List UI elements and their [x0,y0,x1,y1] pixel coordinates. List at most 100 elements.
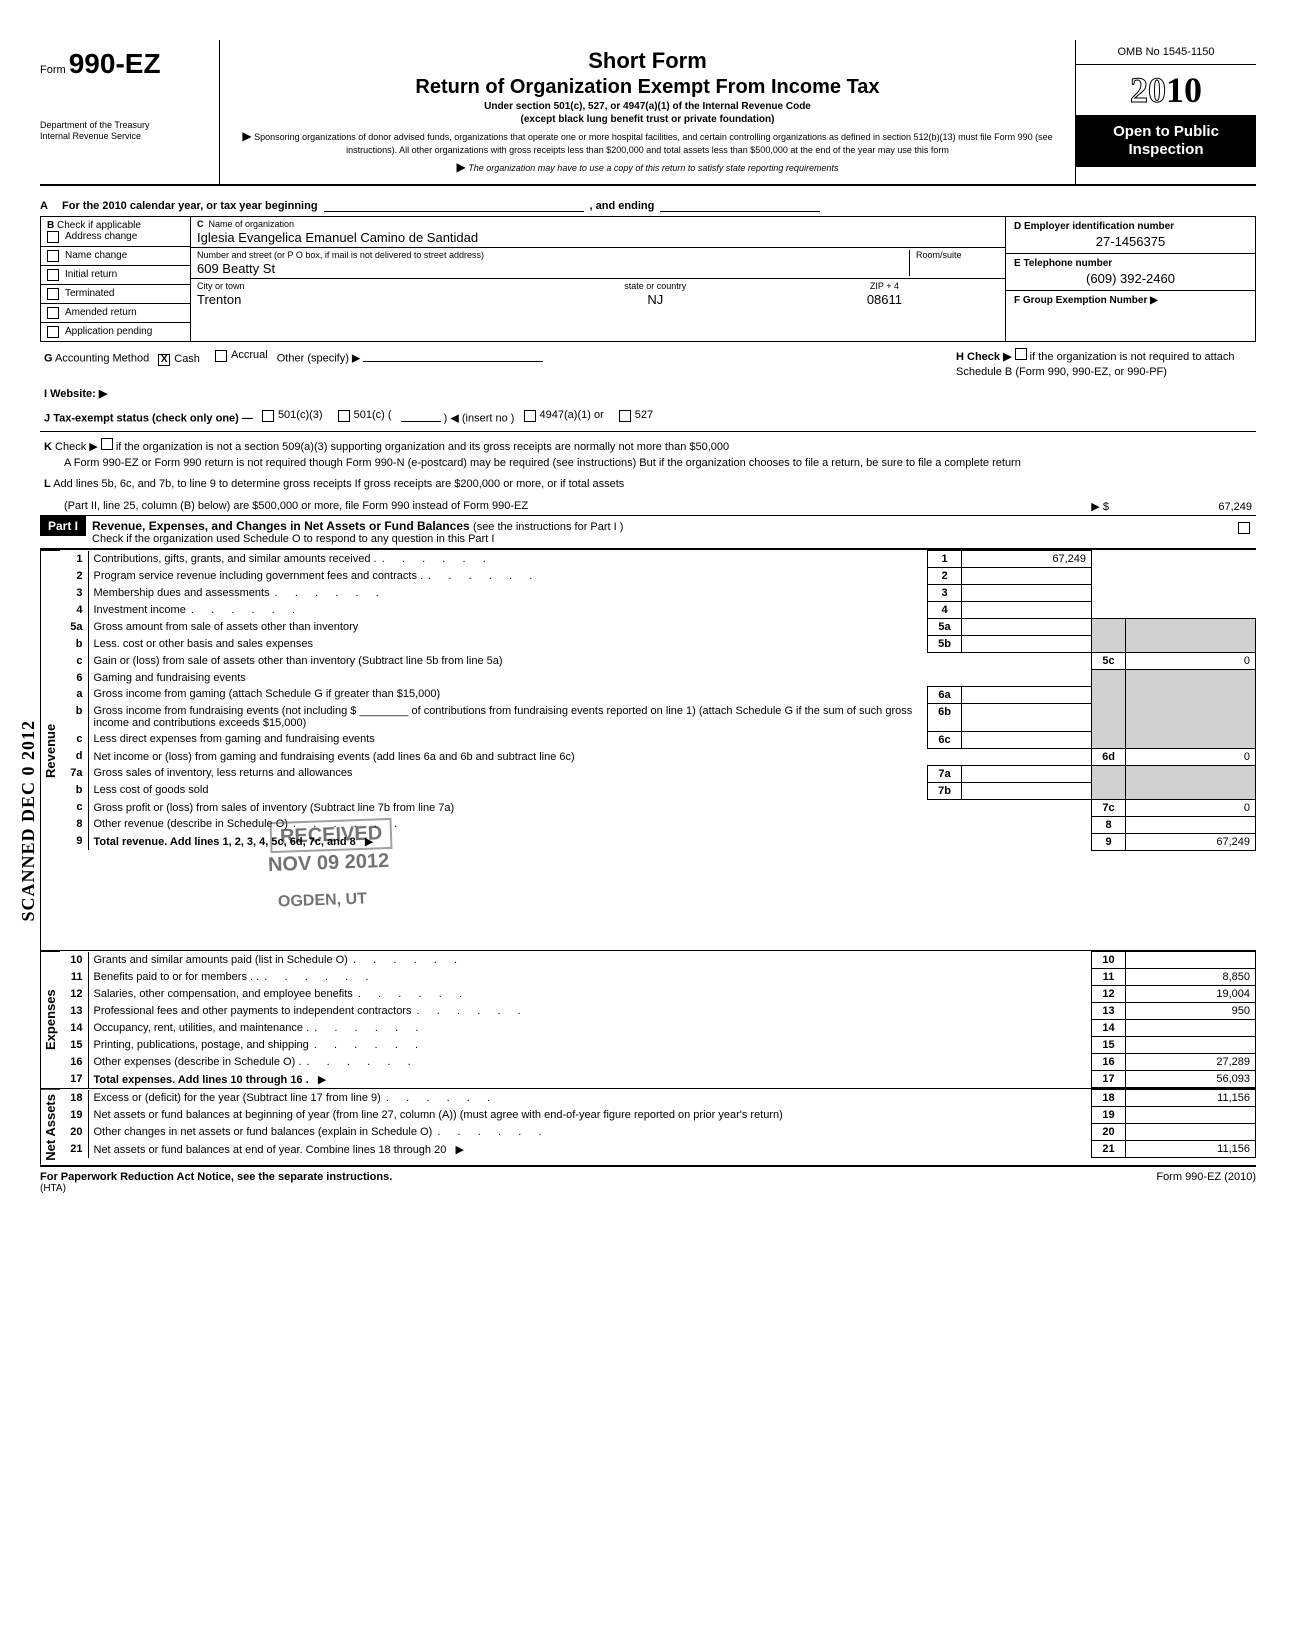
line-col-num: 7c [1092,799,1126,816]
checkbox-amended[interactable] [47,307,59,319]
zip-label: ZIP + 4 [770,281,999,291]
f-group-row: F Group Exemption Number ▶ [1006,291,1255,310]
527-label: 527 [635,408,653,423]
line-num: 3 [60,585,88,602]
4947-label: 4947(a)(1) or [540,408,604,423]
section-a: A For the 2010 calendar year, or tax yea… [40,200,1256,212]
501c-number-input[interactable] [401,421,441,422]
table-row: bLess cost of goods sold7b [60,782,1256,799]
b-item-label: Name change [65,250,127,261]
line-amount [1126,1020,1256,1037]
label-l: L [44,478,51,490]
b-item-label: Initial return [65,269,117,280]
checkbox-501c[interactable] [338,410,350,422]
subtitle-2: (except black lung benefit trust or priv… [232,114,1063,125]
checkbox-501c3[interactable] [262,410,274,422]
checkbox-4947[interactable] [524,410,536,422]
inner-num: 5b [928,636,962,653]
inner-amt [962,636,1092,653]
scanned-stamp-vertical: SCANNED DEC 0 2012 [18,720,39,922]
b-item-label: Address change [65,231,137,242]
inner-num: 6c [928,731,962,748]
checkbox-accrual[interactable] [215,350,227,362]
street-label: Number and street (or P O box, if mail i… [197,250,909,260]
line-desc: Benefits paid to or for members . . [88,969,1092,986]
c-name-label: C Name of organization [197,219,999,229]
checkbox-schedule-o[interactable] [1238,522,1250,534]
line-amount [962,585,1092,602]
expenses-table: 10Grants and similar amounts paid (list … [60,951,1256,1088]
inner-amt [962,619,1092,636]
open-to-public: Open to Public Inspection [1076,115,1256,167]
other-specify-input[interactable] [363,361,543,362]
table-row: bLess. cost or other basis and sales exp… [60,636,1256,653]
line-amount [1126,952,1256,969]
tax-year-end-input[interactable] [660,211,820,212]
line-amount: 950 [1126,1003,1256,1020]
table-row: aGross income from gaming (attach Schedu… [60,686,1256,703]
table-row: dNet income or (loss) from gaming and fu… [60,748,1256,765]
inner-amt [962,782,1092,799]
line-col-num: 10 [1092,952,1126,969]
checkbox-application-pending[interactable] [47,326,59,338]
k-check-text: Check ▶ [55,441,98,453]
form-number-value: 990-EZ [69,48,161,79]
table-row: 2Program service revenue including gover… [60,568,1256,585]
line-desc: Program service revenue including govern… [88,568,928,585]
shaded-cell [1126,619,1256,653]
line-col-num: 21 [1092,1141,1126,1158]
text-a-bold: For the 2010 calendar year, or tax year … [62,200,318,212]
line-desc: Gross profit or (loss) from sales of inv… [88,799,1092,816]
line-desc: Less cost of goods sold [88,782,928,799]
table-row: 14Occupancy, rent, utilities, and mainte… [60,1020,1256,1037]
line-num: b [60,782,88,799]
checkbox-name-change[interactable] [47,250,59,262]
b-item-label: Amended return [65,307,137,318]
line-num: 9 [60,833,88,850]
checkbox-527[interactable] [619,410,631,422]
line-num: c [60,731,88,748]
checkbox-cash[interactable] [158,354,170,366]
line-num: c [60,653,88,670]
line-desc: Investment income [88,602,928,619]
checkbox-h[interactable] [1015,348,1027,360]
line-num: 14 [60,1020,88,1037]
line-desc: Less. cost or other basis and sales expe… [88,636,928,653]
line-desc: Net assets or fund balances at end of ye… [88,1141,1092,1158]
table-row: 5aGross amount from sale of assets other… [60,619,1256,636]
label-j: J [44,413,50,425]
form-header: Form 990-EZ Department of the Treasury I… [40,40,1256,186]
line-desc: Gaming and fundraising events [88,670,1092,687]
checkbox-k[interactable] [101,438,113,450]
fine-text-1: Sponsoring organizations of donor advise… [254,132,1052,155]
line-num: 13 [60,1003,88,1020]
line-num: 5a [60,619,88,636]
row-h: H Check ▶ if the organization is not req… [956,348,1256,381]
line-num: 16 [60,1054,88,1071]
checkbox-initial-return[interactable] [47,269,59,281]
c-name-row: C Name of organization Iglesia Evangelic… [191,217,1005,248]
checkbox-terminated[interactable] [47,288,59,300]
zip-value: 08611 [770,292,999,307]
side-label-revenue: Revenue [40,550,60,950]
line-amount: 11,156 [1126,1090,1256,1107]
inner-num: 6b [928,703,962,731]
shaded-cell [1092,765,1126,799]
line-num: 21 [60,1141,88,1158]
line-col-num: 20 [1092,1124,1126,1141]
line-col-num: 19 [1092,1107,1126,1124]
d-label: D Employer identification number [1014,221,1174,232]
part1-grid: RECEIVED NOV 09 2012 OGDEN, UT Revenue 1… [40,549,1256,950]
checkbox-address-change[interactable] [47,231,59,243]
b-item: Address change [41,231,190,247]
table-row: 9Total revenue. Add lines 1, 2, 3, 4, 5c… [60,833,1256,850]
table-row: 16Other expenses (describe in Schedule O… [60,1054,1256,1071]
501c-label: 501(c) ( [354,408,392,423]
side-label-expenses: Expenses [40,951,60,1088]
table-row: 15Printing, publications, postage, and s… [60,1037,1256,1054]
line-desc: Excess or (deficit) for the year (Subtra… [88,1090,1092,1107]
table-row: 3Membership dues and assessments3 [60,585,1256,602]
shaded-cell [1092,670,1126,749]
table-row: 11Benefits paid to or for members . .118… [60,969,1256,986]
tax-year-begin-input[interactable] [324,211,584,212]
